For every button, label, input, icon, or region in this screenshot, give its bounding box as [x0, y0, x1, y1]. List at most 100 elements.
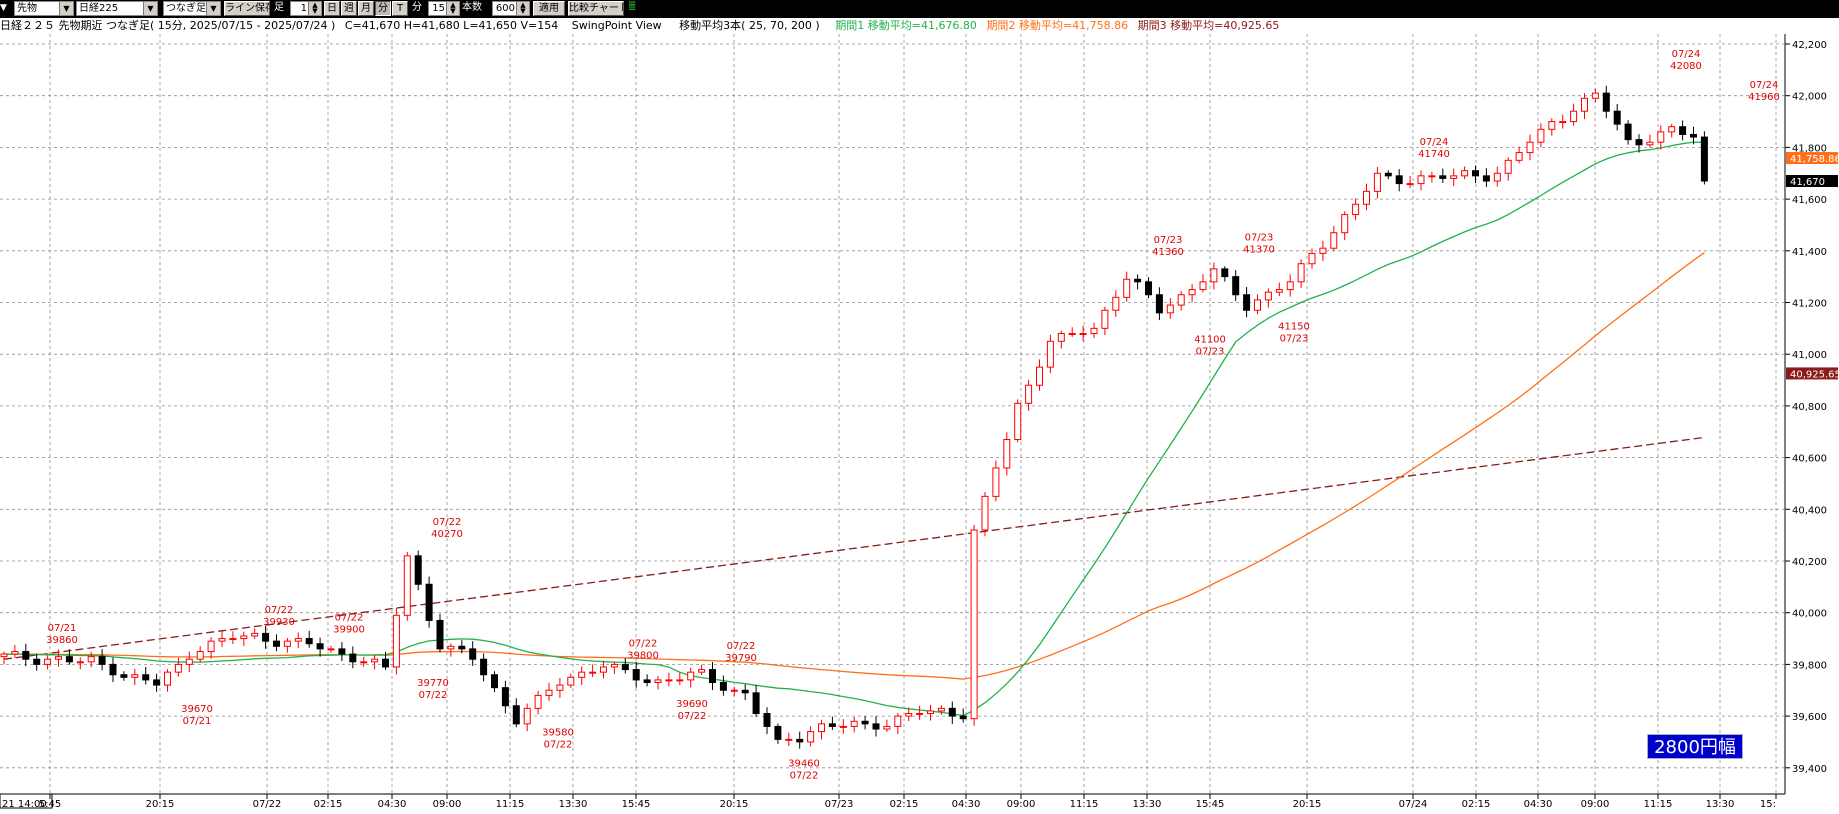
- candle-up: [981, 495, 989, 531]
- candle-up: [654, 679, 662, 683]
- candle-up: [818, 723, 825, 733]
- chart-kind-select[interactable]: つなぎ足 ▼: [163, 1, 221, 16]
- swing-date: 07/24: [1750, 80, 1779, 91]
- candle-up: [1537, 128, 1545, 143]
- candle-up: [1068, 333, 1076, 336]
- spinner-icon[interactable]: ▲ ▼: [308, 2, 321, 15]
- candle-up: [283, 640, 291, 647]
- x-tick-label: 11:15: [1644, 799, 1673, 810]
- swing-value: 39580: [542, 727, 574, 738]
- ma1-line: [3, 141, 1705, 717]
- chevron-down-icon: ▼: [143, 2, 157, 15]
- minute-input[interactable]: 15 ▲ ▼: [428, 1, 460, 16]
- candle-down: [1134, 278, 1142, 283]
- swing-value: 39790: [725, 653, 757, 664]
- swing-value: 39670: [181, 704, 213, 715]
- candle-up: [567, 676, 575, 686]
- candle-down: [1221, 268, 1229, 278]
- candle-up: [1264, 291, 1272, 301]
- candle-up: [1548, 121, 1556, 130]
- candle-up: [916, 713, 924, 716]
- candle-down: [1243, 294, 1251, 311]
- candle-up: [1297, 263, 1305, 283]
- candle-up: [87, 656, 95, 663]
- save-line-button[interactable]: ライン保存: [224, 1, 270, 16]
- candle-up: [589, 671, 597, 674]
- x-tick-label: 11:15: [496, 799, 525, 810]
- candle-down: [1690, 133, 1697, 138]
- x-tick-label: 13:30: [1133, 799, 1162, 810]
- candle-down: [338, 648, 346, 655]
- candle-up: [1428, 175, 1436, 178]
- swing-date: 07/24: [1420, 137, 1449, 148]
- menu-arrow-icon[interactable]: ▼: [0, 3, 7, 13]
- ma2-path: [3, 252, 1705, 680]
- swing-value: 41100: [1194, 334, 1226, 345]
- market-select-value: 先物: [17, 3, 37, 14]
- candle-up: [371, 658, 379, 663]
- candlesticks: [0, 85, 1708, 749]
- ohlcv-readout: C=41,670 H=41,680 L=41,650 V=154: [344, 19, 559, 32]
- period-day-button[interactable]: 日: [324, 1, 340, 16]
- candle-down: [480, 658, 488, 676]
- candle-down: [65, 656, 73, 663]
- candle-down: [752, 692, 760, 715]
- period-minute-button[interactable]: 分: [375, 1, 391, 16]
- ma2-legend: 期間2 移動平均=41,758.86: [986, 19, 1129, 32]
- candle-down: [109, 663, 117, 676]
- candle-down: [316, 643, 324, 650]
- y-tick-label: 42,000: [1792, 92, 1827, 103]
- candle-down: [1482, 175, 1490, 182]
- candle-down: [425, 583, 433, 621]
- period-tick-button[interactable]: T: [392, 1, 408, 16]
- toolbar: ▼ 先物 ▼ 日経225 ▼ つなぎ足 ▼ ライン保存 足 1 ▲ ▼ 日 週 月 分 T…: [0, 0, 1839, 18]
- index-select-value: 日経225: [79, 3, 119, 14]
- candle-up: [807, 731, 815, 743]
- index-select[interactable]: 日経225 ▼: [76, 1, 158, 16]
- candle-up: [1254, 299, 1261, 311]
- apply-button[interactable]: 適用: [533, 1, 565, 16]
- spinner-icon[interactable]: ▲ ▼: [516, 2, 529, 15]
- candle-down: [414, 555, 422, 585]
- bar-input[interactable]: 1 ▲ ▼: [290, 1, 322, 16]
- candle-up: [185, 658, 193, 665]
- x-tick-label: 20:15: [720, 799, 749, 810]
- x-tick-label: 20:15: [146, 799, 175, 810]
- y-tick-label: 40,200: [1792, 557, 1827, 568]
- candle-down: [959, 715, 967, 720]
- candle-down: [621, 663, 629, 671]
- y-tick-label: 41,800: [1792, 143, 1827, 154]
- compare-chart-button[interactable]: 比較チャート: [568, 1, 624, 16]
- count-input[interactable]: 600 ▲ ▼: [492, 1, 530, 16]
- candle-up: [839, 725, 847, 728]
- spinner-icon[interactable]: ▲ ▼: [446, 2, 459, 15]
- candle-up: [44, 658, 52, 665]
- candle-down: [872, 723, 880, 730]
- swing-value: 42080: [1670, 61, 1702, 72]
- candle-up: [251, 632, 259, 637]
- market-select[interactable]: 先物 ▼: [14, 1, 74, 16]
- candle-up: [556, 684, 564, 691]
- candle-up: [1515, 152, 1523, 161]
- x-tick-label: 02:15: [314, 799, 343, 810]
- candle-down: [458, 645, 466, 650]
- candle-up: [392, 614, 400, 668]
- swing-date: 07/22: [335, 613, 364, 624]
- count-label: 本数: [462, 2, 482, 13]
- price-badge: 40,925.65: [1786, 367, 1839, 380]
- indicator-menu-icon[interactable]: ≡ ≡: [628, 1, 637, 14]
- swing-value: 39460: [788, 758, 820, 769]
- period-week-button[interactable]: 週: [341, 1, 357, 16]
- candle-down: [1384, 172, 1392, 177]
- candle-up: [1275, 289, 1283, 293]
- period-month-button[interactable]: 月: [358, 1, 374, 16]
- candle-down: [153, 679, 161, 686]
- price-badges: 41,758.86 41,670 40,925.65: [1786, 152, 1839, 380]
- candle-up: [1352, 203, 1360, 216]
